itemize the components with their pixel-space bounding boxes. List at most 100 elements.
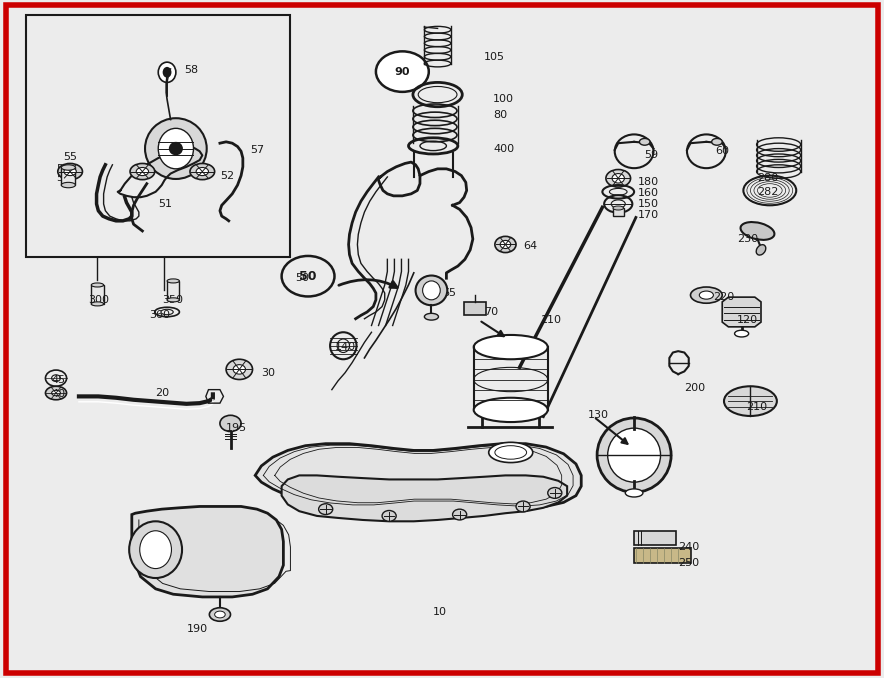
Ellipse shape <box>613 206 623 210</box>
Text: 57: 57 <box>250 145 264 155</box>
Text: 80: 80 <box>493 110 507 120</box>
Text: 45: 45 <box>51 374 65 384</box>
Bar <box>91 285 103 304</box>
Text: 190: 190 <box>187 624 208 635</box>
Ellipse shape <box>210 607 231 621</box>
Ellipse shape <box>756 245 766 255</box>
Ellipse shape <box>423 281 440 300</box>
Text: 280: 280 <box>758 174 779 183</box>
Bar <box>613 208 623 216</box>
Ellipse shape <box>495 237 516 253</box>
PathPatch shape <box>132 506 284 597</box>
Ellipse shape <box>163 67 171 78</box>
Ellipse shape <box>64 167 76 176</box>
Text: 90: 90 <box>394 66 410 77</box>
Text: 120: 120 <box>737 315 758 325</box>
Bar <box>61 167 75 185</box>
Ellipse shape <box>699 291 713 299</box>
Ellipse shape <box>57 163 82 180</box>
Text: 52: 52 <box>220 171 234 180</box>
Ellipse shape <box>167 279 179 283</box>
Ellipse shape <box>45 386 66 400</box>
Text: 53: 53 <box>56 174 70 183</box>
Text: 150: 150 <box>637 199 659 209</box>
Ellipse shape <box>724 386 777 416</box>
Text: 50: 50 <box>300 270 316 283</box>
Ellipse shape <box>548 487 562 498</box>
Bar <box>167 281 179 300</box>
Ellipse shape <box>690 287 722 303</box>
Ellipse shape <box>474 335 548 359</box>
Ellipse shape <box>318 504 332 515</box>
Ellipse shape <box>376 52 429 92</box>
Bar <box>26 15 291 256</box>
Text: 40: 40 <box>51 389 65 399</box>
Text: 170: 170 <box>637 210 659 220</box>
Ellipse shape <box>516 501 530 512</box>
Ellipse shape <box>51 391 60 396</box>
Ellipse shape <box>129 521 182 578</box>
Text: 200: 200 <box>684 382 705 393</box>
Text: 210: 210 <box>746 401 767 412</box>
Text: 110: 110 <box>541 315 561 325</box>
Bar <box>634 549 691 563</box>
Text: 58: 58 <box>185 65 199 75</box>
Text: 140: 140 <box>334 342 355 352</box>
Text: 400: 400 <box>493 144 514 154</box>
Bar <box>634 532 676 545</box>
Ellipse shape <box>158 128 194 169</box>
Text: 230: 230 <box>737 234 758 244</box>
Text: 105: 105 <box>484 52 506 62</box>
Ellipse shape <box>489 442 533 462</box>
Text: 60: 60 <box>715 146 729 157</box>
Ellipse shape <box>158 62 176 83</box>
Ellipse shape <box>233 365 246 374</box>
Text: 30: 30 <box>262 367 275 378</box>
Ellipse shape <box>167 298 179 302</box>
Ellipse shape <box>712 138 722 145</box>
Text: 70: 70 <box>484 307 499 317</box>
Ellipse shape <box>735 330 749 337</box>
Text: 240: 240 <box>678 542 699 552</box>
Ellipse shape <box>500 241 511 249</box>
Text: 350: 350 <box>162 295 183 305</box>
Ellipse shape <box>612 174 624 183</box>
Text: 54: 54 <box>56 164 70 174</box>
Text: 360: 360 <box>149 311 171 321</box>
Bar <box>464 302 486 315</box>
Ellipse shape <box>220 416 241 431</box>
Ellipse shape <box>140 531 171 569</box>
Ellipse shape <box>130 163 155 180</box>
Ellipse shape <box>169 142 183 155</box>
Ellipse shape <box>424 313 438 320</box>
Ellipse shape <box>625 489 643 497</box>
Ellipse shape <box>196 167 209 176</box>
Text: 220: 220 <box>713 292 735 302</box>
Text: 20: 20 <box>156 388 170 398</box>
Ellipse shape <box>91 302 103 306</box>
Text: 65: 65 <box>442 288 456 298</box>
Text: 160: 160 <box>637 188 659 198</box>
Ellipse shape <box>606 170 630 187</box>
Ellipse shape <box>597 418 671 492</box>
Ellipse shape <box>190 163 215 180</box>
Text: 250: 250 <box>678 558 699 568</box>
Text: 180: 180 <box>637 178 659 187</box>
Text: 64: 64 <box>523 241 537 251</box>
Text: 55: 55 <box>63 152 77 161</box>
PathPatch shape <box>282 475 568 521</box>
Ellipse shape <box>215 611 225 618</box>
Ellipse shape <box>61 165 75 170</box>
Ellipse shape <box>639 138 650 145</box>
Ellipse shape <box>474 398 548 422</box>
Text: 10: 10 <box>433 607 447 618</box>
Ellipse shape <box>145 118 207 179</box>
Ellipse shape <box>453 509 467 520</box>
Ellipse shape <box>741 222 774 240</box>
Text: 50: 50 <box>295 273 309 283</box>
PathPatch shape <box>722 297 761 327</box>
Ellipse shape <box>61 182 75 188</box>
Ellipse shape <box>136 167 149 176</box>
Ellipse shape <box>91 283 103 287</box>
PathPatch shape <box>255 443 582 508</box>
